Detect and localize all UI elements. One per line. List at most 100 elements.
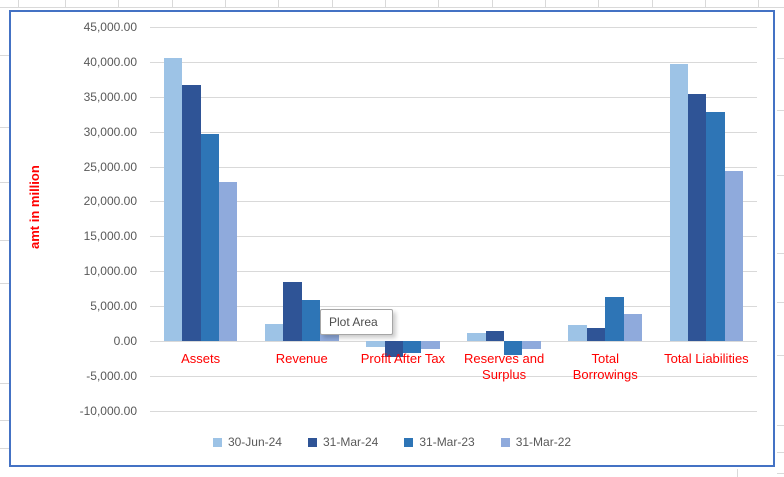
worksheet-gridline bbox=[278, 0, 279, 7]
worksheet-gridline bbox=[18, 0, 19, 7]
plot-area[interactable]: amt in million 30-Jun-24 31-Mar-24 31-Mar-… bbox=[11, 12, 773, 465]
bar-31-Mar-23-reserves-and-surplus[interactable] bbox=[504, 341, 523, 355]
worksheet-gridline bbox=[777, 253, 784, 254]
worksheet-gridline bbox=[332, 0, 333, 7]
bar-31-Mar-22-assets[interactable] bbox=[218, 181, 238, 341]
value-axis-tick-label[interactable]: 20,000.00 bbox=[83, 194, 137, 208]
bar-31-Mar-24-reserves-and-surplus[interactable] bbox=[485, 331, 505, 341]
bar-30-Jun-24-assets[interactable] bbox=[163, 57, 183, 341]
bar-30-Jun-24-profit-after-tax[interactable] bbox=[366, 341, 385, 348]
bar-31-Mar-23-profit-after-tax[interactable] bbox=[402, 341, 422, 353]
worksheet-gridline bbox=[758, 0, 759, 7]
value-axis-tick-label[interactable]: 30,000.00 bbox=[83, 125, 137, 139]
worksheet-gridline bbox=[438, 0, 439, 7]
worksheet-gridline bbox=[777, 175, 784, 176]
y-gridline bbox=[150, 411, 757, 412]
worksheet-gridline bbox=[0, 127, 9, 128]
y-gridline bbox=[150, 236, 757, 237]
worksheet-gridline bbox=[0, 182, 9, 183]
legend-label: 30-Jun-24 bbox=[227, 435, 282, 449]
worksheet-gridline bbox=[492, 0, 493, 7]
value-axis-tick-label[interactable]: 25,000.00 bbox=[83, 160, 137, 174]
tooltip-label: Plot Area bbox=[329, 315, 378, 329]
worksheet-gridline bbox=[0, 448, 9, 449]
legend-item-31-Mar-23[interactable]: 31-Mar-23 bbox=[404, 435, 475, 449]
bar-31-Mar-24-profit-after-tax[interactable] bbox=[384, 341, 403, 358]
bar-31-Mar-22-profit-after-tax[interactable] bbox=[421, 341, 440, 350]
legend-item-30-Jun-24[interactable]: 30-Jun-24 bbox=[212, 435, 282, 449]
bar-31-Mar-24-assets[interactable] bbox=[182, 84, 201, 341]
legend-swatch-icon bbox=[212, 437, 222, 447]
bar-31-Mar-22-total-borrowings[interactable] bbox=[623, 314, 643, 341]
category-axis-label[interactable]: Total Liabilities bbox=[664, 351, 749, 366]
chart-frame[interactable]: amt in million 30-Jun-24 31-Mar-24 31-Mar-… bbox=[9, 10, 775, 467]
worksheet-gridline bbox=[777, 110, 784, 111]
worksheet-gridline bbox=[777, 473, 784, 474]
worksheet-gridline bbox=[0, 7, 784, 8]
bar-31-Mar-23-total-liabilities[interactable] bbox=[706, 112, 725, 341]
bar-31-Mar-23-total-borrowings[interactable] bbox=[605, 297, 624, 341]
worksheet-gridline bbox=[777, 302, 784, 303]
value-axis-tick-label[interactable]: 0.00 bbox=[113, 334, 137, 348]
bar-31-Mar-22-revenue[interactable] bbox=[320, 331, 339, 341]
y-gridline bbox=[150, 271, 757, 272]
value-axis-tick-label[interactable]: 5,000.00 bbox=[90, 299, 137, 313]
bar-31-Mar-23-assets[interactable] bbox=[200, 134, 219, 341]
legend-swatch-icon bbox=[500, 437, 510, 447]
worksheet-gridline bbox=[118, 0, 119, 7]
worksheet-gridline bbox=[0, 383, 9, 384]
y-gridline bbox=[150, 97, 757, 98]
value-axis-tick-label[interactable]: 40,000.00 bbox=[83, 55, 137, 69]
bar-30-Jun-24-revenue[interactable] bbox=[264, 324, 284, 341]
value-axis-title[interactable]: amt in million bbox=[27, 165, 42, 249]
y-gridline bbox=[150, 306, 757, 307]
y-gridline bbox=[150, 27, 757, 28]
category-axis-label[interactable]: Total Borrowings bbox=[572, 351, 638, 382]
legend-label: 31-Mar-23 bbox=[419, 435, 475, 449]
category-axis-label[interactable]: Reserves and Surplus bbox=[463, 351, 545, 382]
bar-31-Mar-22-total-liabilities[interactable] bbox=[724, 171, 744, 341]
bar-31-Mar-24-total-borrowings[interactable] bbox=[586, 328, 606, 341]
bar-31-Mar-23-revenue[interactable] bbox=[301, 299, 321, 341]
worksheet-gridline bbox=[385, 0, 386, 7]
worksheet-gridline bbox=[737, 469, 738, 477]
legend-swatch-icon bbox=[404, 437, 414, 447]
worksheet-gridline bbox=[65, 0, 66, 7]
legend-item-31-Mar-24[interactable]: 31-Mar-24 bbox=[307, 435, 379, 449]
worksheet-gridline bbox=[777, 355, 784, 356]
y-gridline bbox=[150, 376, 757, 377]
y-gridline bbox=[150, 201, 757, 202]
worksheet-gridline bbox=[777, 452, 784, 453]
y-gridline bbox=[150, 62, 757, 63]
value-axis-tick-label[interactable]: -5,000.00 bbox=[86, 369, 137, 383]
value-axis-tick-label[interactable]: -10,000.00 bbox=[79, 404, 137, 418]
legend-label: 31-Mar-24 bbox=[322, 435, 379, 449]
y-gridline bbox=[150, 167, 757, 168]
category-axis-label[interactable]: Revenue bbox=[275, 351, 328, 366]
legend[interactable]: 30-Jun-24 31-Mar-24 31-Mar-23 31-Mar-22 bbox=[11, 433, 773, 451]
bar-30-Jun-24-total-borrowings[interactable] bbox=[568, 324, 587, 341]
worksheet-gridline bbox=[777, 58, 784, 59]
category-axis-label[interactable]: Profit After Tax bbox=[360, 351, 446, 366]
value-axis-tick-label[interactable]: 35,000.00 bbox=[83, 90, 137, 104]
worksheet-gridline bbox=[652, 0, 653, 7]
worksheet-gridline bbox=[705, 0, 706, 7]
category-axis-label[interactable]: Assets bbox=[181, 351, 221, 366]
legend-item-31-Mar-22[interactable]: 31-Mar-22 bbox=[500, 435, 572, 449]
worksheet-gridline bbox=[777, 425, 784, 426]
bar-31-Mar-24-total-liabilities[interactable] bbox=[688, 93, 707, 341]
y-gridline bbox=[150, 341, 757, 342]
legend-label: 31-Mar-22 bbox=[515, 435, 572, 449]
bar-30-Jun-24-reserves-and-surplus[interactable] bbox=[467, 333, 486, 341]
value-axis-tick-label[interactable]: 15,000.00 bbox=[83, 229, 137, 243]
worksheet-gridline bbox=[0, 283, 9, 284]
worksheet-gridline bbox=[545, 0, 546, 7]
value-axis-tick-label[interactable]: 45,000.00 bbox=[83, 20, 137, 34]
bar-31-Mar-22-reserves-and-surplus[interactable] bbox=[522, 341, 541, 349]
bar-30-Jun-24-total-liabilities[interactable] bbox=[669, 63, 688, 341]
plot-area-tooltip: Plot Area bbox=[320, 309, 393, 335]
worksheet-gridline bbox=[0, 420, 9, 421]
bar-31-Mar-24-revenue[interactable] bbox=[283, 282, 302, 341]
value-axis-tick-label[interactable]: 10,000.00 bbox=[83, 264, 137, 278]
